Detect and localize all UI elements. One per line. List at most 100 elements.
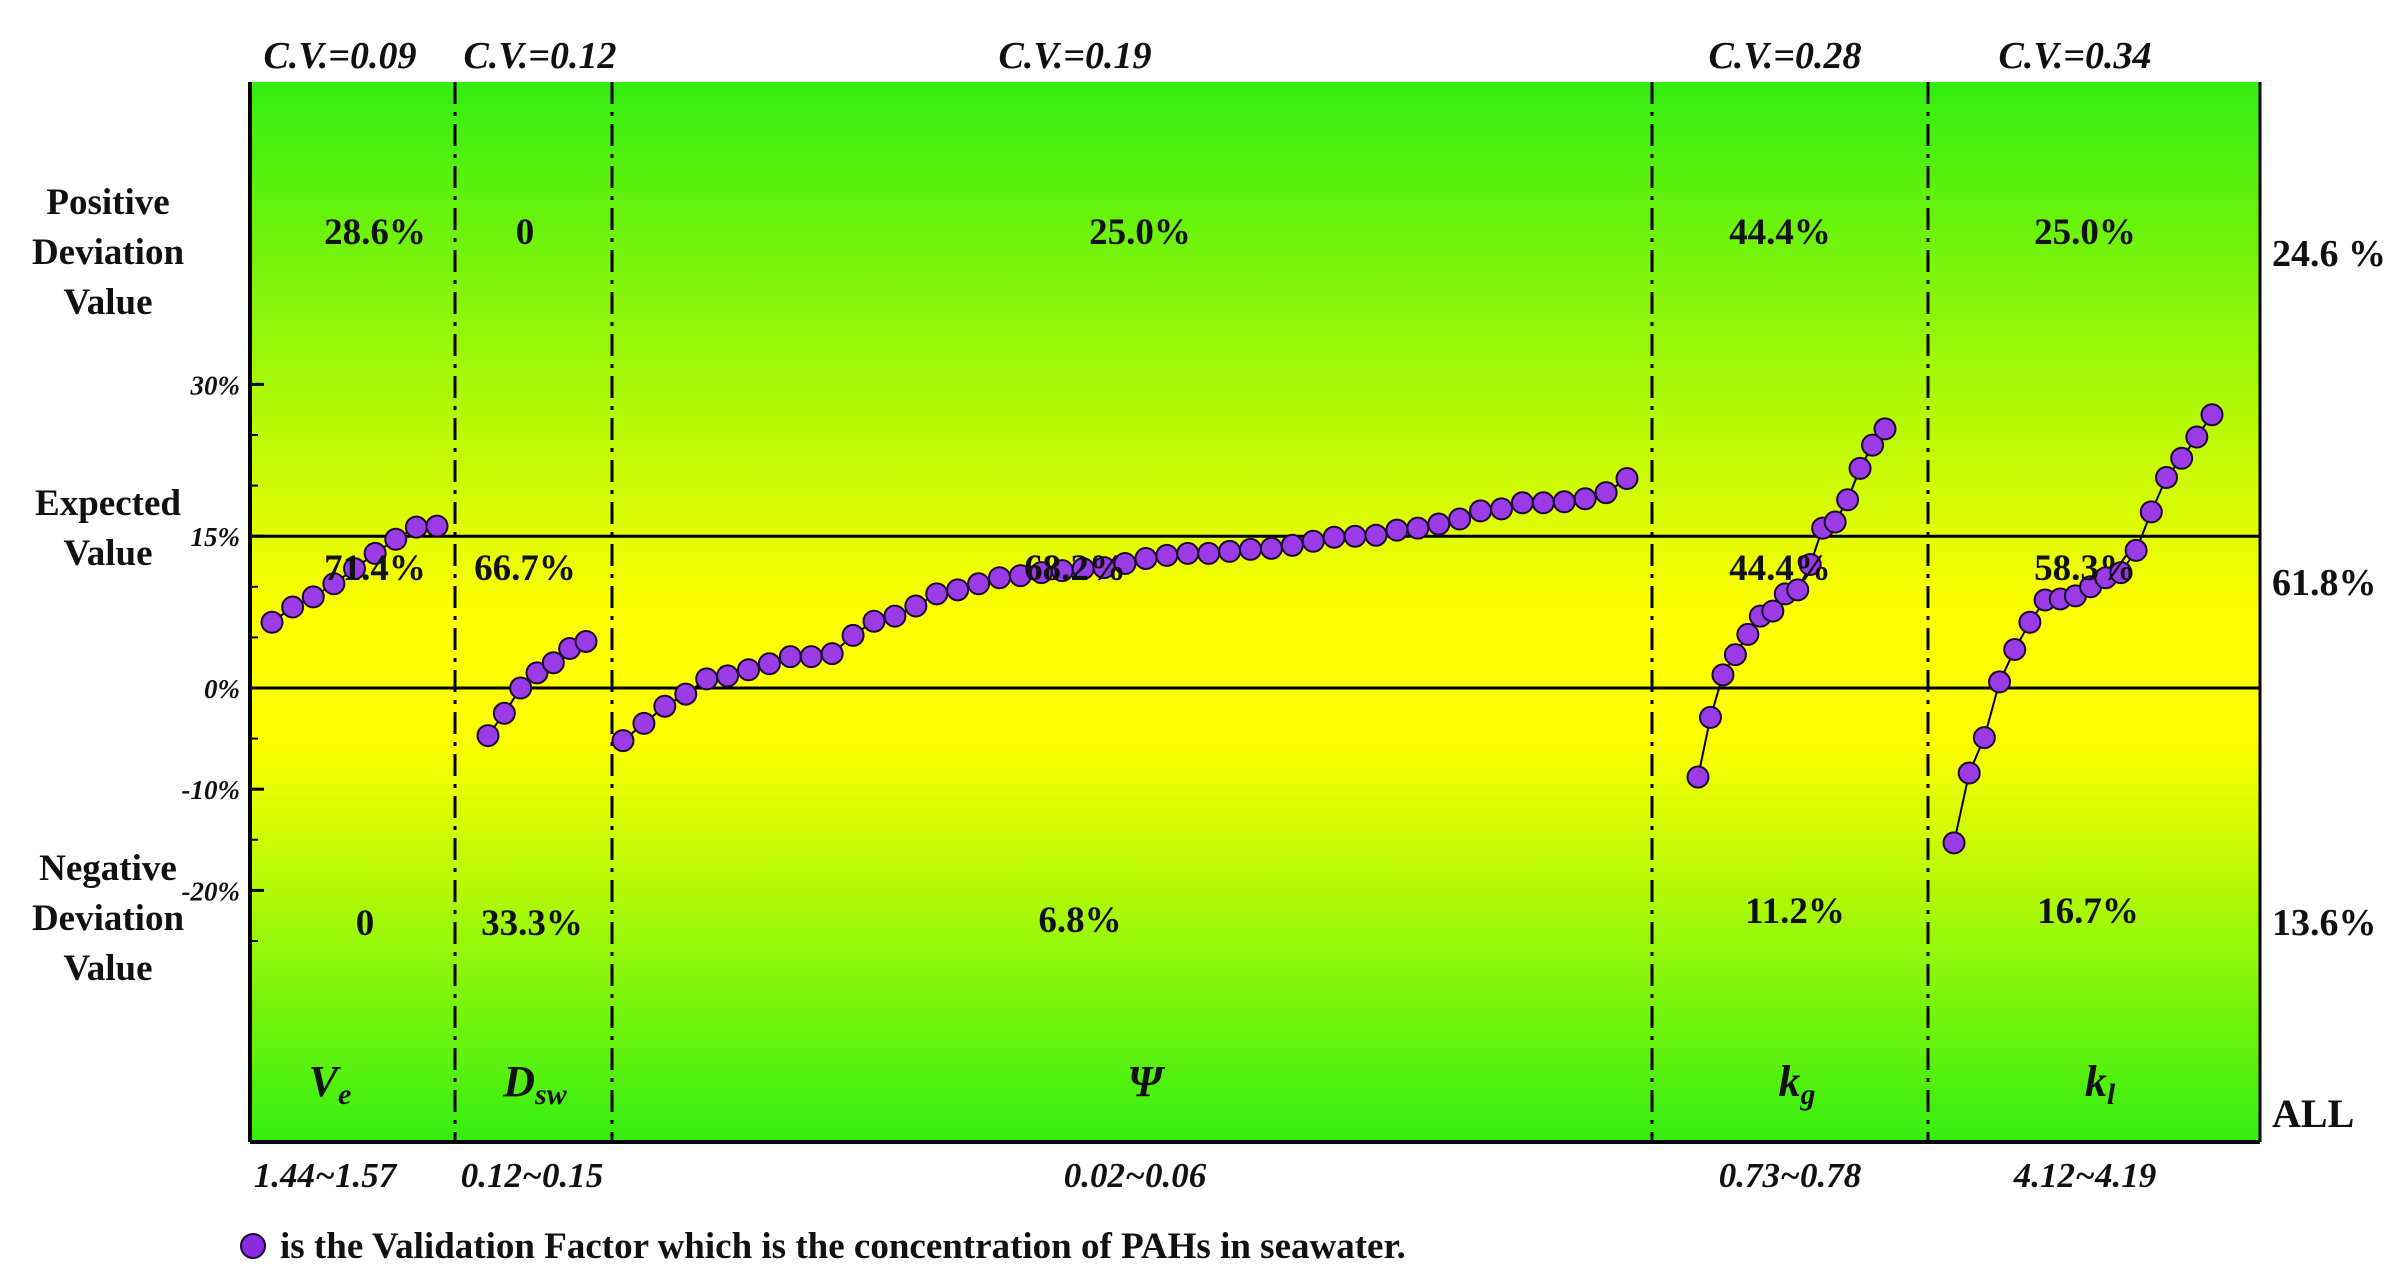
expected-pct-3: 44.4%	[1729, 548, 1831, 589]
data-point	[611, 729, 635, 753]
data-point	[632, 711, 656, 735]
data-point	[862, 609, 886, 633]
param-symbol-3: kg	[1779, 1057, 1816, 1111]
positive-pct-2: 25.0%	[1089, 212, 1191, 253]
cv-label-2: C.V.=0.19	[999, 35, 1152, 77]
expected-pct-2: 68.2%	[1024, 548, 1126, 589]
range-label-2: 0.02~0.06	[1064, 1156, 1207, 1195]
data-point	[1848, 456, 1872, 480]
param-symbol-1: Dsw	[502, 1057, 567, 1111]
data-point	[492, 701, 516, 725]
all-positive-pct: 24.6 %	[2272, 233, 2386, 275]
data-point	[1259, 536, 1283, 560]
data-point	[1510, 491, 1534, 515]
data-point	[1301, 529, 1325, 553]
data-point	[574, 629, 598, 653]
y-tick-label: -10%	[182, 775, 240, 805]
data-point	[363, 541, 387, 565]
negative-pct-3: 11.2%	[1745, 891, 1845, 932]
zone-label-0: Positive Deviation Value	[32, 182, 185, 323]
range-label-3: 0.73~0.78	[1719, 1156, 1861, 1195]
y-tick-label: 0%	[204, 674, 240, 704]
zone-label-2: Negative Deviation Value	[32, 848, 185, 989]
data-point	[1427, 512, 1451, 536]
data-point	[737, 658, 760, 682]
negative-pct-1: 33.3%	[481, 903, 583, 944]
data-point	[1873, 417, 1897, 441]
data-point	[1761, 599, 1785, 623]
data-point	[1957, 761, 1981, 785]
data-point	[1364, 523, 1388, 547]
param-symbol-0: Ve	[309, 1057, 352, 1111]
data-point	[1134, 546, 1158, 570]
data-point	[2003, 638, 2027, 662]
data-point	[716, 664, 740, 688]
data-point	[1942, 831, 1966, 855]
data-point	[1176, 541, 1200, 565]
cv-label-0: C.V.=0.09	[264, 35, 417, 77]
cv-label-3: C.V.=0.28	[1709, 35, 1862, 77]
data-point	[322, 572, 346, 596]
data-point	[1972, 726, 1996, 750]
expected-pct-0: 71.4%	[324, 548, 426, 589]
cv-label-1: C.V.=0.12	[464, 35, 617, 77]
legend-marker-icon	[240, 1233, 266, 1259]
data-point	[925, 582, 949, 606]
data-point	[281, 595, 305, 619]
all-label: ALL	[2272, 1091, 2354, 1136]
data-point	[1711, 663, 1735, 687]
data-point	[1698, 705, 1722, 729]
all-negative-pct: 13.6%	[2272, 902, 2377, 944]
data-point	[301, 585, 325, 609]
param-symbol-2: Ψ	[1127, 1057, 1165, 1106]
positive-pct-4: 25.0%	[2034, 212, 2136, 253]
data-point	[384, 527, 408, 551]
data-point	[695, 667, 719, 691]
data-point	[1113, 552, 1137, 576]
positive-pct-1: 0	[516, 212, 535, 253]
data-point	[2139, 500, 2163, 524]
data-point	[343, 557, 366, 581]
legend-text: is the Validation Factor which is the co…	[280, 1226, 1406, 1267]
param-symbol-4: kl	[2085, 1057, 2116, 1111]
expected-pct-4: 58.3%	[2034, 548, 2136, 589]
data-point	[778, 645, 802, 669]
data-point	[1155, 543, 1179, 567]
data-point	[1686, 765, 1710, 789]
data-point	[1798, 553, 1822, 577]
negative-pct-0: 0	[356, 903, 375, 944]
data-point	[1197, 541, 1221, 565]
data-point	[1786, 578, 1810, 602]
data-point	[1861, 433, 1885, 457]
data-point	[946, 578, 970, 602]
data-point	[1594, 481, 1618, 505]
data-point	[1406, 516, 1430, 540]
data-point	[1218, 539, 1242, 563]
data-point	[476, 724, 500, 748]
data-point	[1736, 622, 1760, 646]
data-point	[1531, 491, 1555, 515]
data-point	[425, 514, 449, 538]
range-label-4: 4.12~4.19	[2013, 1156, 2156, 1195]
data-point	[1385, 518, 1409, 542]
data-point	[1322, 525, 1346, 549]
data-point	[1448, 507, 1472, 531]
data-point	[653, 694, 677, 718]
data-point	[541, 651, 565, 675]
y-tick-label: 30%	[190, 370, 241, 400]
data-point	[820, 642, 844, 666]
data-point	[967, 572, 991, 596]
data-point	[2018, 610, 2042, 634]
data-point	[2170, 446, 2194, 470]
data-point	[2185, 425, 2209, 449]
data-point	[1469, 499, 1493, 523]
data-point	[2124, 538, 2148, 562]
data-point	[1823, 510, 1847, 534]
negative-pct-2: 6.8%	[1038, 900, 1121, 941]
all-expected-pct: 61.8%	[2272, 562, 2377, 604]
legend: is the Validation Factor which is the co…	[240, 1225, 1406, 1268]
data-point	[260, 610, 284, 634]
positive-pct-0: 28.6%	[324, 212, 426, 253]
data-point	[1239, 537, 1262, 561]
